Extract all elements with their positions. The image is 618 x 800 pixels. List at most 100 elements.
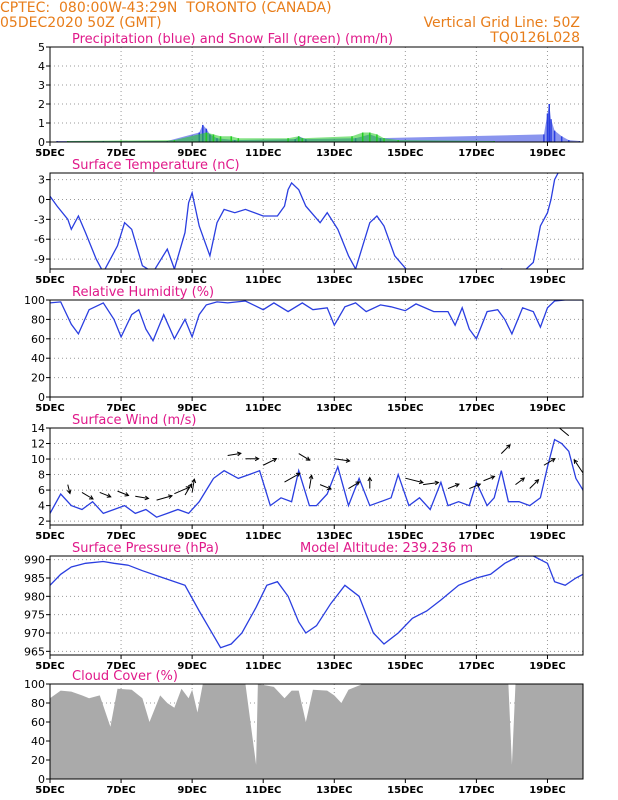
- panel-frame: [49, 683, 584, 780]
- wind-arrow: [298, 453, 310, 461]
- header-location: CPTEC: 080:00W-43:29N TORONTO (CANADA): [0, 0, 332, 16]
- x-tick-label: 15DEC: [387, 275, 423, 286]
- wind-arrow: [284, 472, 301, 483]
- x-tick-label: 19DEC: [529, 785, 565, 796]
- series-group: [50, 684, 583, 779]
- wind-arrow: [348, 481, 360, 489]
- wind-arrow: [515, 477, 525, 486]
- wind-arrow: [117, 490, 129, 496]
- wind-arrow: [308, 475, 313, 489]
- wind-arrow: [558, 428, 570, 437]
- y-tick-label: 20: [31, 754, 45, 767]
- x-tick-label: 15DEC: [387, 148, 423, 159]
- y-tick-label: -6: [34, 233, 45, 246]
- x-tick-label: 19DEC: [529, 661, 565, 672]
- series-group: [50, 173, 559, 269]
- y-tick-label: 100: [24, 678, 45, 691]
- x-tick-label: 13DEC: [316, 531, 352, 542]
- y-tick-label: 4: [38, 500, 45, 513]
- wind-arrow: [156, 495, 173, 501]
- x-tick-label: 15DEC: [387, 661, 423, 672]
- wind-arrow-head: [295, 472, 301, 477]
- bar-area: [57, 104, 580, 142]
- x-tick-label: 11DEC: [245, 531, 281, 542]
- x-tick-label: 13DEC: [316, 275, 352, 286]
- wind-arrow-head: [454, 483, 460, 488]
- wind-arrow: [469, 483, 481, 489]
- y-tick-label: 970: [24, 627, 45, 640]
- wind-arrow-head: [236, 451, 242, 457]
- y-tick-label: 60: [31, 333, 45, 346]
- y-tick-label: 2: [38, 515, 45, 528]
- panel-title: Surface Wind (m/s): [72, 413, 196, 428]
- x-tick-label: 17DEC: [458, 531, 494, 542]
- y-tick-label: 80: [31, 313, 45, 326]
- wind-arrow-head: [254, 456, 260, 462]
- wind-arrow: [262, 458, 277, 466]
- x-tick-label: 7DEC: [106, 531, 135, 542]
- x-tick-label: 5DEC: [35, 661, 64, 672]
- series-line: [50, 438, 583, 518]
- header-grid-note: Vertical Grid Line: 50Z: [423, 15, 580, 31]
- panel-frame: [49, 299, 584, 398]
- y-tick-label: 0: [38, 391, 45, 404]
- y-tick-label: 12: [31, 438, 45, 451]
- wind-arrow-head: [418, 479, 424, 485]
- panel-title: Precipitation (blue) and Snow Fall (gree…: [72, 32, 393, 47]
- x-tick-label: 5DEC: [35, 531, 64, 542]
- x-tick-label: 13DEC: [316, 148, 352, 159]
- wind-arrow: [500, 444, 511, 454]
- x-tick-label: 13DEC: [316, 785, 352, 796]
- wind-arrow-head: [327, 485, 333, 491]
- wind-arrow-head: [573, 458, 578, 464]
- wind-arrow: [447, 483, 460, 489]
- x-tick-label: 5DEC: [35, 275, 64, 286]
- y-tick-label: 100: [24, 294, 45, 307]
- y-tick-label: -9: [34, 253, 45, 266]
- y-tick-label: 10: [31, 453, 45, 466]
- panel-title: Surface Temperature (nC): [72, 158, 240, 173]
- panel-frame: [49, 46, 584, 143]
- y-tick-label: 8: [38, 469, 45, 482]
- wind-arrow: [319, 484, 332, 490]
- wind-arrow: [135, 495, 149, 499]
- x-tick-label: 15DEC: [387, 531, 423, 542]
- panel-frame: [49, 172, 584, 270]
- y-tick-label: 4: [38, 60, 45, 73]
- wind-arrow: [191, 479, 195, 493]
- y-tick-label: 0: [38, 193, 45, 206]
- x-tick-label: 9DEC: [177, 148, 206, 159]
- header-code: TQ0126L028: [490, 30, 580, 46]
- y-tick-label: 990: [24, 554, 45, 567]
- wind-arrow: [184, 483, 193, 496]
- series-group: [50, 556, 583, 649]
- x-tick-label: 7DEC: [106, 785, 135, 796]
- y-tick-label: 980: [24, 590, 45, 603]
- panel-subtitle: Model Altitude: 239.236 m: [300, 541, 473, 556]
- y-tick-label: 6: [38, 484, 45, 497]
- x-tick-label: 19DEC: [529, 531, 565, 542]
- wind-arrow-head: [434, 480, 440, 486]
- wind-arrow-head: [272, 458, 278, 463]
- x-tick-label: 17DEC: [458, 661, 494, 672]
- x-tick-label: 5DEC: [35, 785, 64, 796]
- wind-arrow: [67, 484, 71, 494]
- wind-arrow-head: [490, 475, 496, 480]
- panel-frame: [49, 427, 584, 526]
- series-line: [50, 300, 583, 343]
- series-line: [50, 556, 583, 649]
- x-tick-label: 17DEC: [458, 403, 494, 414]
- x-tick-label: 11DEC: [245, 661, 281, 672]
- wind-arrow: [543, 458, 556, 466]
- wind-arrow: [405, 477, 424, 484]
- y-tick-label: 14: [31, 422, 45, 435]
- wind-arrow-head: [308, 474, 314, 480]
- wind-arrow-head: [367, 476, 373, 482]
- x-tick-label: 17DEC: [458, 785, 494, 796]
- y-tick-label: 1: [38, 117, 45, 130]
- wind-arrow-head: [106, 493, 112, 498]
- y-tick-label: 2: [38, 98, 45, 111]
- x-tick-label: 15DEC: [387, 785, 423, 796]
- wind-arrow: [423, 481, 439, 486]
